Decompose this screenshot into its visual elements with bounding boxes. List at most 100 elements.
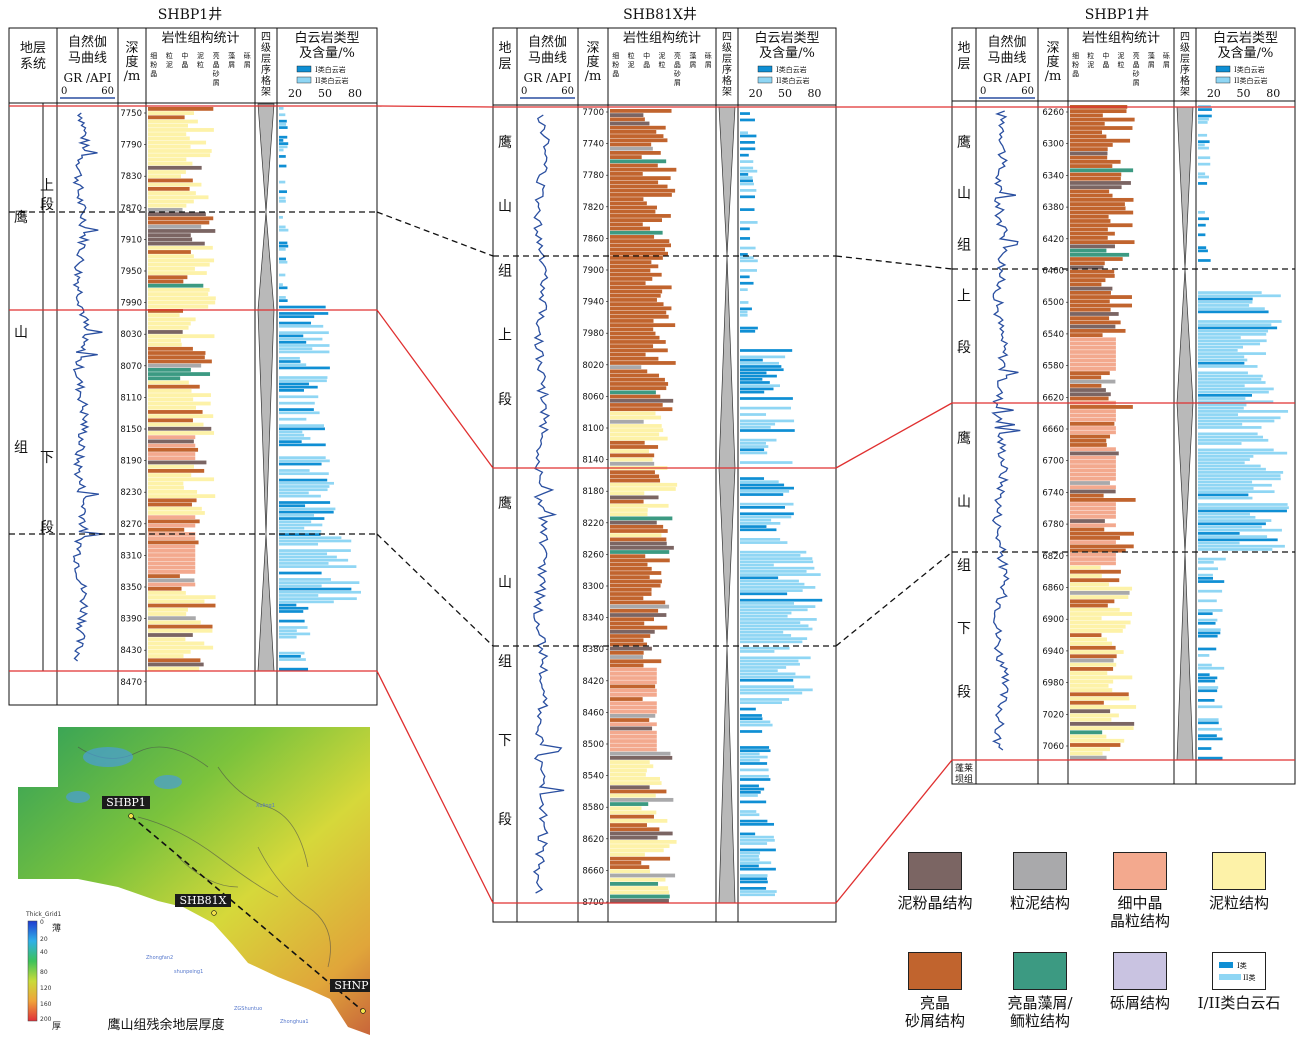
- dolo-bar-i: [740, 800, 767, 804]
- depth-label: 8220: [582, 519, 604, 529]
- litho-bar: [1070, 413, 1116, 418]
- legend-label: 泥粒结构: [1208, 894, 1269, 912]
- dolo-bar-ii: [740, 851, 761, 855]
- dolo-bar-i: [740, 307, 752, 311]
- dolo-bar-ii: [740, 310, 748, 314]
- dolo-bar-ii: [1198, 666, 1225, 670]
- litho-bar: [610, 608, 659, 613]
- litho-bar: [610, 449, 649, 454]
- litho-bar: [148, 527, 185, 532]
- dolo-bar-ii: [740, 445, 769, 448]
- dolo-bar-i: [1198, 679, 1216, 683]
- dolo-bar-ii: [1198, 397, 1246, 400]
- litho-bar: [1070, 709, 1111, 714]
- litho-bar: [610, 298, 657, 302]
- litho-bar: [610, 545, 674, 550]
- legend-item: 泥粉晶结构: [880, 852, 990, 912]
- dolo-bar-ii: [1198, 384, 1245, 388]
- litho-bar: [610, 571, 662, 575]
- dolo-bar-i: [740, 208, 755, 211]
- dolo-bar-ii: [1198, 448, 1274, 452]
- litho-bar: [610, 508, 648, 512]
- litho-bar: [148, 123, 188, 128]
- litho-bar: [610, 424, 662, 428]
- litho-bar: [1070, 371, 1110, 376]
- dolo-bar-ii: [740, 611, 792, 615]
- sequence-triangle: [257, 103, 275, 213]
- dolo-bar-i: [279, 164, 287, 168]
- dolo-legend-ii: II类白云岩: [315, 76, 349, 85]
- litho-bar: [1070, 455, 1116, 460]
- depth-label: 6780: [1042, 520, 1064, 530]
- member-upper: 段: [40, 197, 54, 213]
- dolo-bar-i: [740, 448, 765, 452]
- dolo-bar-i: [279, 603, 297, 607]
- dolo-bar-ii: [279, 356, 300, 360]
- dolo-bar-ii: [1198, 291, 1262, 294]
- litho-bar: [148, 654, 184, 658]
- correlation-dashed: [376, 533, 494, 647]
- litho-bar: [610, 747, 657, 752]
- dolo-bar-ii: [740, 361, 780, 365]
- litho-bar: [610, 768, 647, 773]
- litho-bar: [1070, 438, 1107, 443]
- map-well-shbp1[interactable]: SHBP1: [102, 796, 150, 819]
- dolo-bar-i: [1198, 612, 1213, 616]
- correlation-red: [376, 670, 494, 904]
- depth-label: 6420: [1042, 235, 1064, 245]
- seq-header: 四: [722, 32, 732, 43]
- dolo-bar-ii: [1198, 654, 1210, 657]
- seq-header: 格: [1180, 74, 1190, 87]
- correlation-dashed: [835, 551, 953, 647]
- litho-bar: [1070, 624, 1126, 629]
- dolo-bar-ii: [740, 854, 759, 858]
- litho-bar: [610, 159, 667, 164]
- litho-header: 岩性组构统计: [623, 31, 701, 46]
- member-upper: 上: [40, 178, 54, 194]
- litho-bar: [1070, 223, 1133, 228]
- depth-label: 8190: [120, 457, 142, 467]
- litho-bar: [610, 188, 676, 193]
- litho-bar: [610, 125, 666, 130]
- litho-bar: [610, 793, 656, 798]
- litho-bar: [148, 422, 204, 427]
- dolo-bar-ii: [740, 579, 799, 583]
- litho-bar: [148, 153, 211, 158]
- dolo-bar-ii: [740, 835, 774, 839]
- litho-bar: [1070, 155, 1108, 160]
- dolo-bar-ii: [279, 491, 309, 495]
- litho-subheader: 细: [150, 51, 157, 60]
- svg-text:厚: 厚: [52, 1021, 61, 1032]
- dolo-bar-i: [740, 195, 756, 199]
- map-well-shnp1[interactable]: SHNP1: [330, 979, 370, 1014]
- dolo-bar-ii: [1198, 718, 1219, 721]
- litho-bar: [610, 503, 669, 508]
- litho-bar: [610, 197, 644, 202]
- member-lower: 鹰: [498, 496, 512, 512]
- member-lower: 段: [40, 520, 54, 536]
- map-well-shb81x[interactable]: SHB81X: [175, 894, 231, 916]
- litho-bar: [148, 317, 196, 322]
- dolo-bar-ii: [1198, 686, 1219, 689]
- litho-bar: [1070, 616, 1102, 621]
- sequence-triangle: [718, 645, 736, 904]
- dolo-bar-ii: [740, 288, 748, 292]
- litho-bar: [610, 113, 644, 117]
- dolo-bar-ii: [740, 451, 768, 455]
- well-title: SHBP1井: [1085, 7, 1149, 23]
- litho-bar: [610, 760, 650, 764]
- litho-bar: [610, 575, 650, 580]
- litho-subheader: 亮: [1133, 51, 1140, 60]
- litho-bar: [148, 330, 183, 334]
- litho-bar: [610, 684, 656, 689]
- depth-label: 7950: [120, 267, 142, 277]
- legend-item: 亮晶 砂屑结构: [880, 952, 990, 1030]
- litho-bar: [610, 856, 671, 861]
- litho-bar: [1070, 172, 1122, 177]
- svg-text:Thick_Grid1: Thick_Grid1: [25, 911, 62, 918]
- litho-bar: [610, 865, 650, 869]
- dolo-bar-ii: [279, 597, 357, 601]
- litho-bar: [148, 157, 187, 162]
- strat-header: 层: [498, 57, 511, 72]
- dolo-bar-ii: [279, 565, 357, 568]
